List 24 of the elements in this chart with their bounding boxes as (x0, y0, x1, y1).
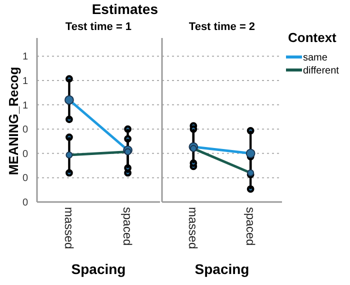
point (66, 152, 73, 159)
legend-label: same (303, 52, 328, 64)
point (124, 148, 132, 156)
x-axis-title: Spacing (71, 261, 126, 277)
y-tick-label: 0 (22, 173, 28, 184)
chart-title: Estimates (92, 1, 158, 17)
x-tick-label: spaced (243, 207, 258, 246)
y-tick-label: 0 (22, 124, 28, 136)
legend-label: different (303, 66, 340, 76)
point (247, 169, 254, 176)
x-tick-label: massed (186, 207, 200, 250)
y-tick-label: 1 (22, 52, 28, 63)
x-tick-label: spaced (120, 207, 135, 246)
chart-subtitle: Test time = 2 (188, 21, 256, 33)
legend-title: Context (288, 30, 338, 45)
y-tick-label: 0 (22, 198, 28, 208)
y-tick-label: 1 (22, 76, 28, 87)
point (190, 145, 197, 152)
y-tick-label: 1 (22, 100, 28, 112)
y-tick-label: 0 (22, 148, 28, 160)
x-axis-title: Spacing (194, 261, 250, 277)
y-axis-title: MEANING_Recog (6, 66, 21, 176)
x-tick-label: massed (62, 207, 76, 250)
chart-subtitle: Test time = 1 (65, 21, 132, 33)
